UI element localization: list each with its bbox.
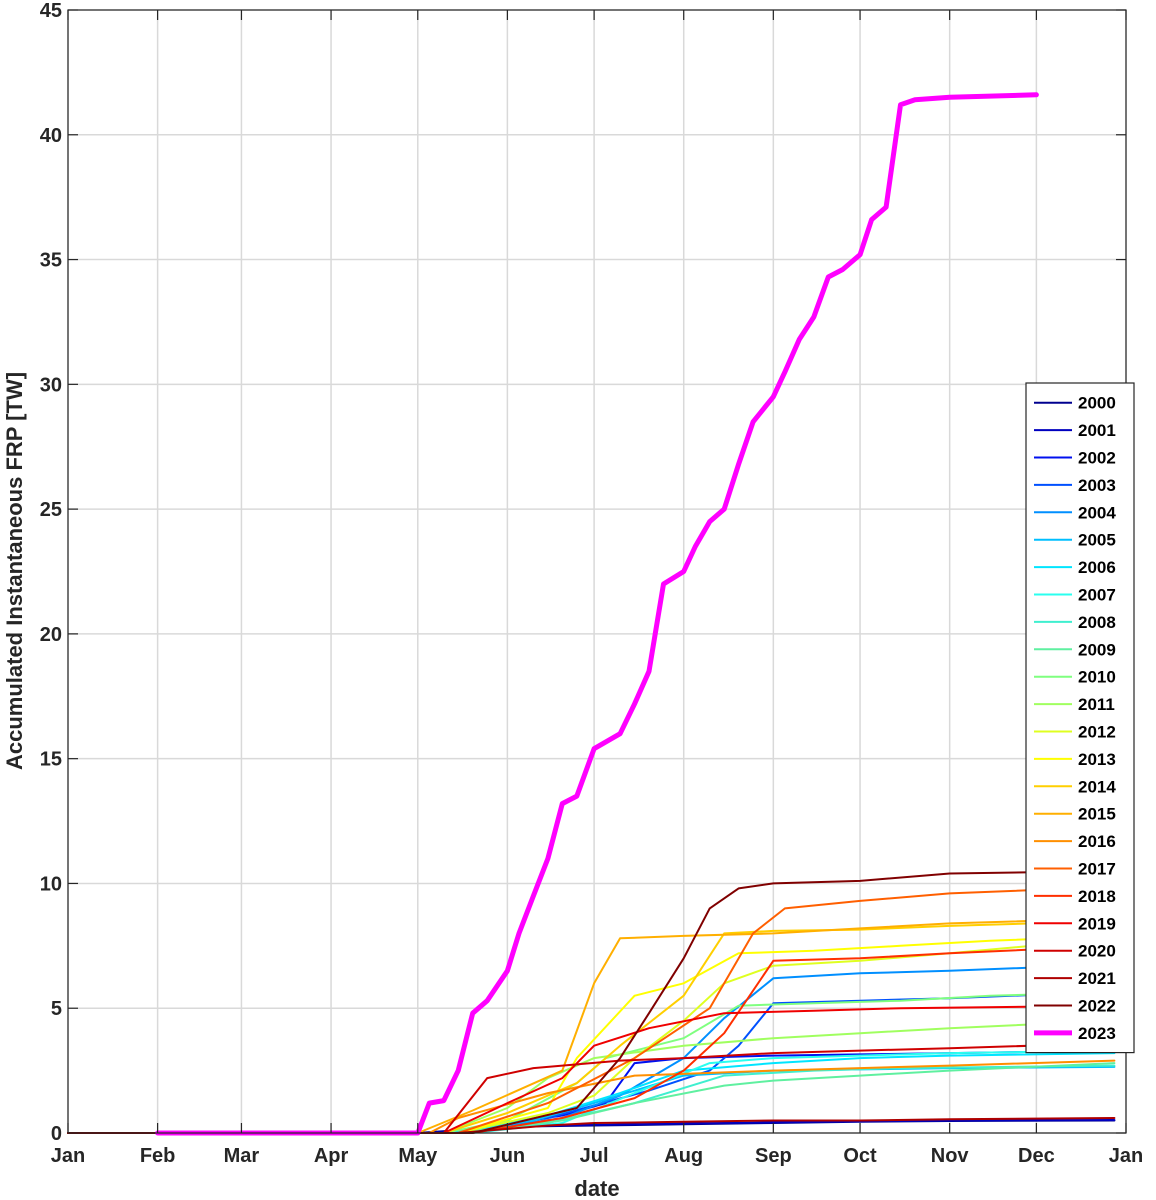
x-tick-label: Jun bbox=[490, 1145, 526, 1167]
x-axis-label: date bbox=[574, 1176, 619, 1200]
legend-label-2022: 2022 bbox=[1078, 997, 1116, 1016]
series-line-2022 bbox=[67, 870, 1116, 1134]
legend-label-2005: 2005 bbox=[1078, 531, 1116, 550]
legend-label-2014: 2014 bbox=[1078, 777, 1116, 796]
series-line-2018 bbox=[67, 944, 1116, 1134]
legend-box bbox=[1025, 382, 1135, 1054]
legend-label-2007: 2007 bbox=[1078, 586, 1116, 605]
y-tick-label: 25 bbox=[40, 499, 62, 521]
series-line-2013 bbox=[67, 934, 1116, 1134]
x-axis: Jan Feb Mar Apr May Jun Jul Aug Sep Oct Nov Dec Jan bbox=[51, 10, 1143, 1167]
y-tick-label: 15 bbox=[40, 749, 62, 771]
series-line-2020 bbox=[67, 1042, 1116, 1134]
y-tick-label: 35 bbox=[40, 250, 62, 272]
legend-label-2018: 2018 bbox=[1078, 887, 1116, 906]
legend-label-2010: 2010 bbox=[1078, 668, 1116, 687]
series-line-2019 bbox=[67, 1004, 1116, 1134]
legend-label-2020: 2020 bbox=[1078, 942, 1116, 961]
y-tick-label: 20 bbox=[40, 624, 62, 646]
y-axis: 0 5 10 15 20 25 30 35 40 45 bbox=[40, 0, 1126, 1145]
x-tick-label: Jul bbox=[580, 1145, 609, 1167]
legend-label-2023: 2023 bbox=[1078, 1024, 1116, 1043]
legend-label-2004: 2004 bbox=[1078, 503, 1116, 522]
series-line-2017 bbox=[67, 887, 1078, 1134]
x-tick-label: May bbox=[398, 1145, 438, 1167]
y-tick-label: 5 bbox=[51, 998, 62, 1020]
legend-label-2011: 2011 bbox=[1078, 695, 1115, 714]
plot-area bbox=[68, 10, 1126, 1133]
x-tick-label: Oct bbox=[843, 1145, 877, 1167]
legend-label-2015: 2015 bbox=[1078, 805, 1116, 824]
legend-label-2019: 2019 bbox=[1078, 914, 1116, 933]
x-tick-label: Feb bbox=[140, 1145, 176, 1167]
series-line-2011 bbox=[67, 1019, 1116, 1134]
legend-label-2021: 2021 bbox=[1078, 969, 1116, 988]
legend-label-2002: 2002 bbox=[1078, 449, 1116, 468]
x-tick-label: Sep bbox=[755, 1145, 792, 1167]
x-tick-label: Jan bbox=[51, 1145, 85, 1167]
legend: 2000 2001 2002 2003 2004 2005 2006 2007 2008 2009… bbox=[1025, 382, 1135, 1054]
y-tick-label: 45 bbox=[40, 0, 62, 22]
series-line-2021 bbox=[67, 1117, 1116, 1134]
series-line-2014 bbox=[67, 919, 1116, 1134]
x-tick-label: Jan bbox=[1109, 1145, 1143, 1167]
legend-label-2009: 2009 bbox=[1078, 640, 1116, 659]
x-tick-label: Mar bbox=[224, 1145, 260, 1167]
y-axis-label: Accumulated Instantaneous FRP [TW] bbox=[2, 372, 27, 770]
x-tick-label: Aug bbox=[664, 1145, 703, 1167]
y-tick-label: 10 bbox=[40, 873, 62, 895]
legend-label-2008: 2008 bbox=[1078, 613, 1116, 632]
x-tick-label: Apr bbox=[314, 1145, 349, 1167]
series-line-2016 bbox=[67, 1059, 1116, 1134]
legend-label-2016: 2016 bbox=[1078, 832, 1116, 851]
legend-label-2012: 2012 bbox=[1078, 723, 1116, 742]
legend-label-2003: 2003 bbox=[1078, 476, 1116, 495]
legend-label-2000: 2000 bbox=[1078, 394, 1116, 413]
x-tick-label: Dec bbox=[1018, 1145, 1055, 1167]
series-line-2004 bbox=[67, 964, 1078, 1134]
legend-label-2017: 2017 bbox=[1078, 860, 1116, 879]
x-tick-label: Nov bbox=[931, 1145, 970, 1167]
series-line-2023 bbox=[155, 92, 1039, 1136]
y-tick-label: 0 bbox=[51, 1123, 62, 1145]
legend-label-2006: 2006 bbox=[1078, 558, 1116, 577]
legend-label-2013: 2013 bbox=[1078, 750, 1116, 769]
y-tick-label: 40 bbox=[40, 125, 62, 147]
y-tick-label: 30 bbox=[40, 374, 62, 396]
legend-label-2001: 2001 bbox=[1078, 421, 1116, 440]
